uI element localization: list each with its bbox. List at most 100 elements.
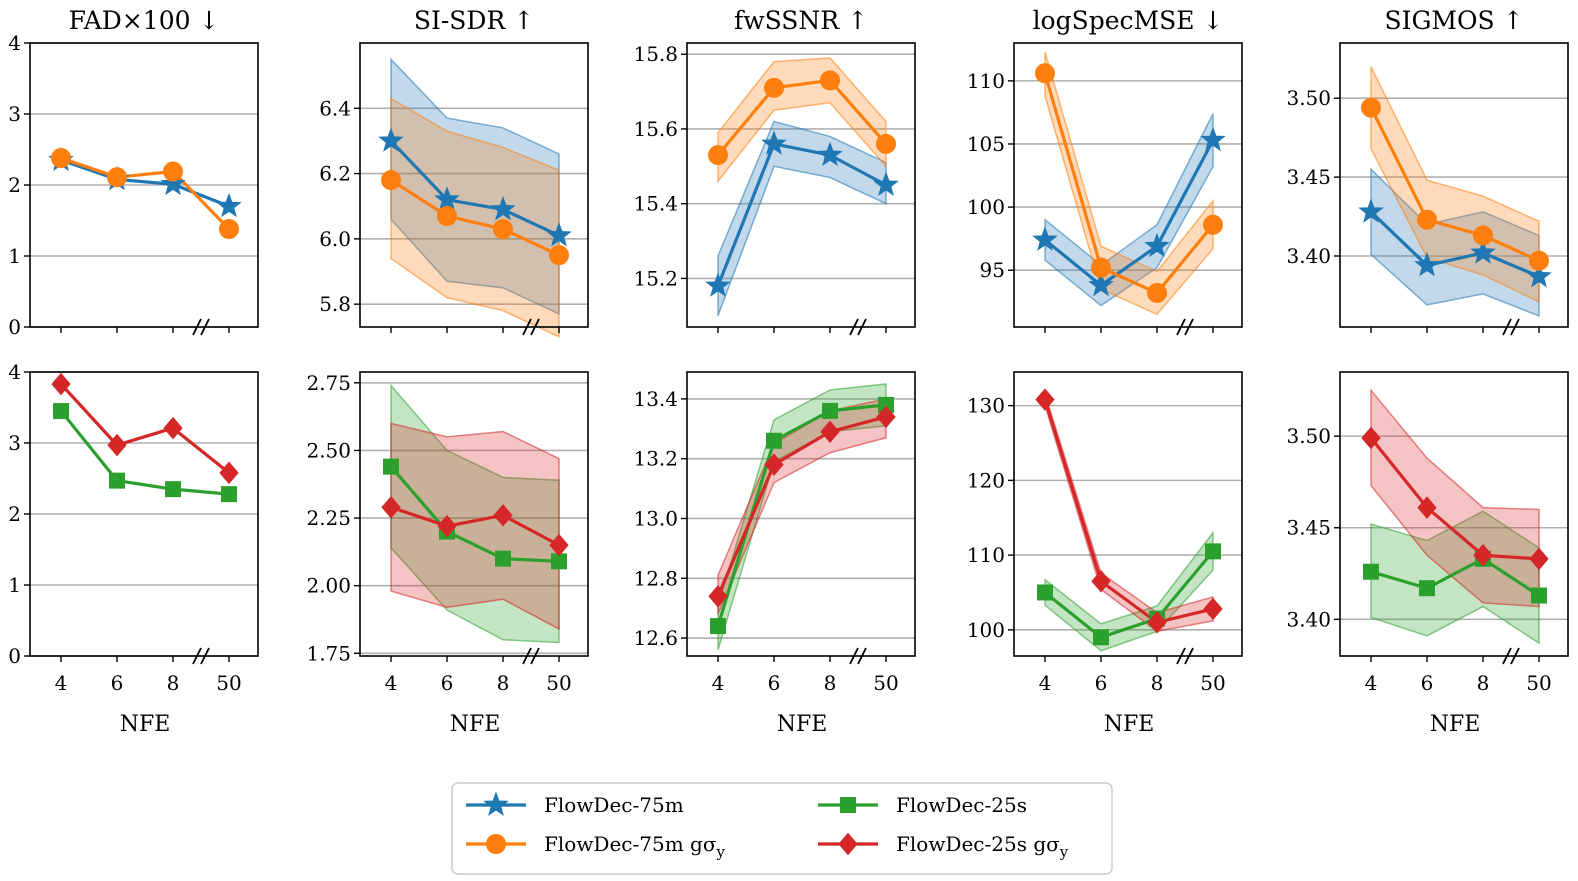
data-point-flowdec-25s-g <box>820 420 840 444</box>
axis-break-mark <box>857 318 867 336</box>
confidence-band-flowdec-75m <box>717 120 887 317</box>
y-tick-label: 3 <box>8 431 21 455</box>
x-tick-label: 4 <box>385 671 398 695</box>
legend-label: FlowDec-75m <box>544 793 684 817</box>
legend-marker-flowdec-25s <box>840 797 856 813</box>
series-line-flowdec-25s <box>389 465 560 563</box>
data-point-flowdec-25s-g <box>764 453 784 476</box>
data-point-flowdec-75m <box>1088 271 1114 297</box>
data-point-flowdec-75m <box>378 127 404 152</box>
data-point-flowdec-25s-g <box>163 416 183 440</box>
data-point-flowdec-25s-g <box>51 372 71 396</box>
data-point-flowdec-25s-g <box>1035 388 1055 411</box>
axis-break-mark <box>1502 647 1512 665</box>
data-point-flowdec-75m-g <box>1417 209 1437 230</box>
y-tick-label: 15.2 <box>633 266 678 290</box>
axes-frame <box>1339 371 1569 657</box>
y-tick-label: 3.50 <box>1286 86 1331 110</box>
confidence-band-flowdec-25s <box>390 383 560 644</box>
series-line-flowdec-75m <box>60 158 230 208</box>
panel-r0-c0: 0 1 2 3 4 FAD×100 ↓ <box>8 6 259 339</box>
data-point-flowdec-25s <box>1419 580 1435 597</box>
data-point-flowdec-75m-g <box>1361 97 1381 118</box>
x-tick-label: 8 <box>1151 671 1164 695</box>
data-point-flowdec-75m <box>1358 198 1384 223</box>
x-tick-label: 8 <box>824 671 837 695</box>
legend-marker-flowdec-75m-g <box>486 834 506 854</box>
y-tick-label: 0 <box>8 315 21 339</box>
y-tick-label: 15.4 <box>633 192 678 216</box>
y-tick-label: 13.0 <box>633 506 678 530</box>
data-point-flowdec-25s-g <box>437 514 457 538</box>
series-line-flowdec-75m <box>716 142 887 287</box>
series-line-flowdec-25s-g <box>716 415 887 597</box>
x-tick-label: 50 <box>1526 671 1551 695</box>
data-point-flowdec-75m-g <box>764 77 784 98</box>
y-tick-label: 3.45 <box>1286 165 1331 189</box>
axis-break-mark <box>1184 318 1194 336</box>
axis-break-mark <box>192 318 202 336</box>
x-axis-label: NFE <box>450 712 501 737</box>
data-point-flowdec-75m <box>160 170 186 196</box>
x-tick-label: 6 <box>1421 671 1434 695</box>
data-point-flowdec-25s-g <box>381 495 401 519</box>
data-point-flowdec-25s <box>1093 629 1109 646</box>
x-tick-label: 8 <box>167 671 180 695</box>
data-point-flowdec-75m <box>705 272 731 297</box>
panel-r1-c0: 0 1 2 3 4 4 6 8 50 NFE <box>8 360 259 737</box>
panel-r1-c1: 1.75 2.00 2.25 2.50 2.75 4 6 8 50 NFE <box>306 371 589 737</box>
confidence-band-flowdec-25s-g <box>717 397 887 615</box>
y-tick-label: 3.40 <box>1286 244 1331 268</box>
data-point-flowdec-25s <box>822 402 838 419</box>
data-point-flowdec-25s-g <box>1473 543 1493 567</box>
legend-frame <box>451 782 1113 875</box>
data-point-flowdec-75m <box>1470 239 1496 264</box>
panel-r1-c3: 100 110 120 130 4 6 8 50 NFE <box>967 371 1243 737</box>
y-tick-label: 1 <box>8 573 21 597</box>
axis-break-mark <box>200 647 210 665</box>
data-point-flowdec-75m-g <box>876 133 896 154</box>
y-tick-label: 12.6 <box>633 626 678 650</box>
data-point-flowdec-25s-g <box>549 533 569 557</box>
axes-frame <box>1339 42 1569 328</box>
data-point-flowdec-75m <box>434 186 460 211</box>
data-point-flowdec-25s-g <box>493 504 513 527</box>
data-point-flowdec-25s <box>710 618 726 635</box>
data-point-flowdec-25s <box>495 550 511 567</box>
x-tick-label: 4 <box>55 671 68 695</box>
series-line-flowdec-75m <box>1369 210 1540 278</box>
axis-break-mark <box>849 647 859 665</box>
x-tick-label: 8 <box>1477 671 1490 695</box>
data-point-flowdec-75m <box>1526 263 1552 288</box>
x-tick-label: 50 <box>546 671 571 695</box>
y-tick-label: 13.4 <box>633 387 678 411</box>
y-tick-label: 100 <box>967 195 1005 219</box>
data-point-flowdec-75m-g <box>437 206 457 227</box>
x-tick-label: 4 <box>1039 671 1052 695</box>
panel-r0-c2: 15.2 15.4 15.6 15.8 fwSSNR ↑ <box>633 6 916 336</box>
x-tick-label: 50 <box>873 671 898 695</box>
data-point-flowdec-75m-g <box>1147 282 1167 303</box>
data-point-flowdec-75m-g <box>219 219 239 240</box>
y-tick-label: 110 <box>967 543 1005 567</box>
x-tick-label: 4 <box>1365 671 1378 695</box>
data-point-flowdec-75m-g <box>493 219 513 240</box>
panel-title: SI-SDR ↑ <box>414 6 534 35</box>
x-tick-label: 6 <box>111 671 124 695</box>
data-point-flowdec-75m-g <box>1091 257 1111 278</box>
y-tick-label: 105 <box>967 132 1005 156</box>
axis-break-mark <box>522 647 532 665</box>
confidence-band-flowdec-75m-g <box>717 57 887 184</box>
panel-r0-c1: 5.8 6.0 6.2 6.4 SI-SDR ↑ <box>319 6 589 338</box>
confidence-band-flowdec-25s <box>1044 530 1214 652</box>
confidence-band-flowdec-25s-g <box>1370 388 1540 608</box>
data-point-flowdec-75m-g <box>51 148 71 169</box>
series-line-flowdec-25s <box>1370 557 1540 597</box>
y-tick-label: 100 <box>967 618 1005 642</box>
data-point-flowdec-75m <box>1414 252 1440 277</box>
y-tick-label: 6.4 <box>319 96 351 120</box>
legend-marker-flowdec-25s-g <box>838 832 858 856</box>
x-tick-label: 6 <box>1095 671 1108 695</box>
